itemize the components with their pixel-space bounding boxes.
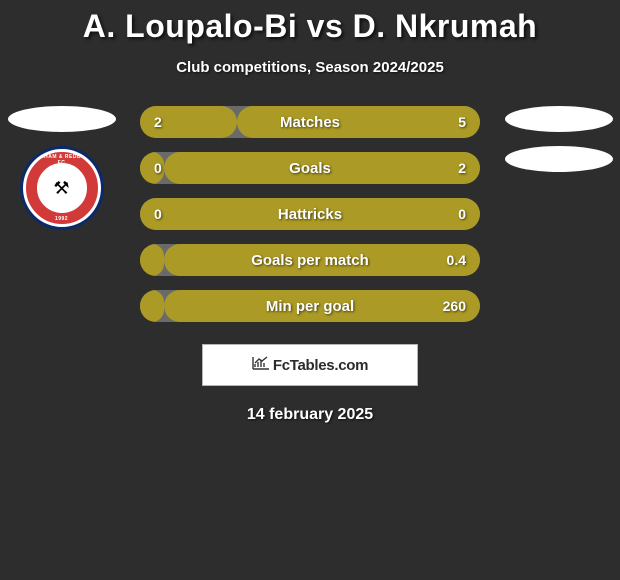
subtitle: Club competitions, Season 2024/2025 <box>0 59 620 76</box>
date-text: 14 february 2025 <box>0 406 620 424</box>
brand-box[interactable]: FcTables.com <box>202 344 418 386</box>
stat-label: Min per goal <box>140 298 480 315</box>
player2-badges <box>501 106 616 172</box>
player2-ellipse-2 <box>505 146 613 172</box>
stat-right-value: 5 <box>458 114 466 130</box>
player2-ellipse-1 <box>505 106 613 132</box>
crest-text-top: DAGENHAM & REDBRIDGE FC <box>23 154 101 166</box>
chart-icon <box>252 356 270 374</box>
stat-label: Hattricks <box>140 206 480 223</box>
crest-hammers-icon: ⚒ <box>53 178 69 199</box>
player1-crest: DAGENHAM & REDBRIDGE FC ⚒ 1992 <box>20 146 104 230</box>
stat-label: Goals <box>140 160 480 177</box>
stat-row-hattricks: 0 Hattricks 0 <box>140 198 480 230</box>
player1-ellipse <box>8 106 116 132</box>
crest-text-bottom: 1992 <box>23 216 101 222</box>
stat-right-value: 0.4 <box>447 252 466 268</box>
stat-row-min-per-goal: Min per goal 260 <box>140 290 480 322</box>
stats-container: 2 Matches 5 0 Goals 2 0 Hattricks 0 Goal… <box>140 106 480 322</box>
page-title: A. Loupalo-Bi vs D. Nkrumah <box>0 0 620 45</box>
stat-label: Matches <box>140 114 480 131</box>
stat-right-value: 2 <box>458 160 466 176</box>
stat-row-matches: 2 Matches 5 <box>140 106 480 138</box>
content-area: DAGENHAM & REDBRIDGE FC ⚒ 1992 2 Matches… <box>0 106 620 424</box>
stat-row-goals: 0 Goals 2 <box>140 152 480 184</box>
brand-text: FcTables.com <box>273 357 368 374</box>
stat-row-goals-per-match: Goals per match 0.4 <box>140 244 480 276</box>
player1-badges: DAGENHAM & REDBRIDGE FC ⚒ 1992 <box>4 106 119 230</box>
stat-label: Goals per match <box>140 252 480 269</box>
stat-right-value: 0 <box>458 206 466 222</box>
stat-right-value: 260 <box>443 298 466 314</box>
